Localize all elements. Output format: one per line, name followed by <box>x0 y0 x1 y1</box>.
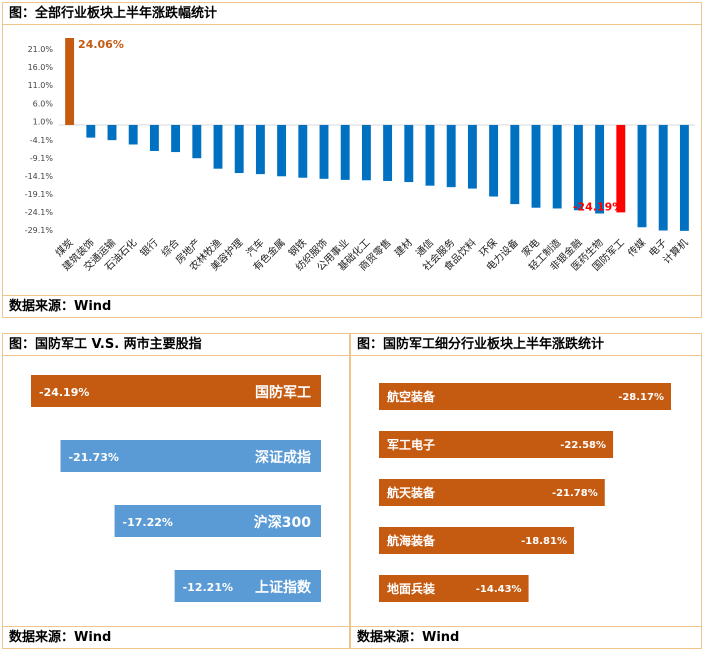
bar-有色金属 <box>277 124 287 177</box>
y-tick-label: 1.0% <box>33 117 54 126</box>
bar-航空装备 <box>379 383 671 410</box>
data-label: -18.81% <box>521 536 567 547</box>
bar-纺织服饰 <box>319 124 329 179</box>
bar-医药生物 <box>595 124 605 214</box>
y-tick-label: 21.0% <box>28 45 54 54</box>
bar-国防军工 <box>31 375 321 407</box>
bar-建筑装饰 <box>86 124 96 138</box>
bar-煤炭 <box>65 38 75 125</box>
x-category-label: 传媒 <box>625 237 648 260</box>
category-label: 军工电子 <box>387 437 435 452</box>
y-tick-label: 16.0% <box>28 63 54 72</box>
bar-钢铁 <box>298 124 308 178</box>
bar-综合 <box>171 124 181 153</box>
y-tick-label: -4.1% <box>30 136 54 145</box>
category-label: 地面兵装 <box>387 581 435 596</box>
bar-农林牧渔 <box>213 124 223 169</box>
bar-深证成指 <box>60 440 322 472</box>
data-label: -22.58% <box>560 440 606 451</box>
y-tick-label: 6.0% <box>33 99 54 108</box>
y-tick-label: -9.1% <box>30 154 54 163</box>
category-label: 深证成指 <box>255 449 311 466</box>
bar-非银金融 <box>573 124 583 211</box>
data-label: -21.73% <box>68 451 118 464</box>
category-label: 上证指数 <box>255 579 312 596</box>
bar-国防军工 <box>616 124 626 213</box>
y-tick-label: -19.1% <box>25 190 54 199</box>
data-label: -21.78% <box>552 488 598 499</box>
bar-银行 <box>149 124 159 151</box>
data-label: -14.43% <box>476 584 522 595</box>
bar-上证指数 <box>174 570 321 602</box>
category-label: 航海装备 <box>387 533 436 548</box>
industry-chart-source: 数据来源：Wind <box>3 295 701 317</box>
bar-家电 <box>531 124 541 208</box>
bar-轻工制造 <box>552 124 562 209</box>
category-label: 沪深300 <box>254 514 311 531</box>
bar-沪深300 <box>114 505 321 537</box>
category-label: 航天装备 <box>387 485 436 500</box>
bar-环保 <box>489 124 499 197</box>
bar-公用事业 <box>340 124 350 180</box>
y-tick-label: -14.1% <box>25 172 54 181</box>
industry-chart-title: 图：全部行业板块上半年涨跌幅统计 <box>3 3 701 25</box>
bar-交通运输 <box>107 124 117 141</box>
defense-subsector-chart: 航空装备 -28.17% 军工电子 -22.58% 航天装备 -21.78% 航海装备 -18… <box>379 383 671 602</box>
industry-chart-panel: 图：全部行业板块上半年涨跌幅统计 21.0% 16.0% 11.0% 6.0% 1.0%… <box>2 2 702 318</box>
bar-电子 <box>658 124 668 231</box>
category-label: 航空装备 <box>387 389 436 404</box>
bar-传媒 <box>637 124 647 228</box>
data-label: 24.06% <box>78 38 124 51</box>
bar-军工电子 <box>379 431 614 458</box>
bar-地面兵装 <box>379 575 529 602</box>
x-category-label: 银行 <box>137 236 160 259</box>
bar-食品饮料 <box>467 124 477 189</box>
defense-subsector-source: 数据来源：Wind <box>351 626 701 648</box>
bar-房地产 <box>192 124 202 159</box>
bar-航天装备 <box>379 479 605 506</box>
x-category-label: 建材 <box>392 236 415 259</box>
bar-通信 <box>425 124 435 186</box>
defense-subsector-title: 图：国防军工细分行业板块上半年涨跌统计 <box>351 334 701 356</box>
bar-商贸零售 <box>383 124 393 181</box>
y-tick-label: -24.1% <box>25 208 54 217</box>
industry-bar-chart: 21.0% 16.0% 11.0% 6.0% 1.0% -4.1% -9.1% -14.1% -… <box>25 38 695 273</box>
y-tick-label: -29.1% <box>25 226 54 235</box>
data-label: -17.22% <box>123 516 173 529</box>
bar-汽车 <box>255 124 265 175</box>
y-tick-label: 11.0% <box>28 81 54 90</box>
data-label: -24.19% <box>39 386 89 399</box>
bar-建材 <box>404 124 414 183</box>
defense-vs-index-source: 数据来源：Wind <box>3 626 349 648</box>
data-label: -28.17% <box>618 392 664 403</box>
defense-vs-index-title: 图：国防军工 V.S. 两市主要股指 <box>3 334 349 356</box>
bar-社会服务 <box>446 124 456 188</box>
data-label: -12.21% <box>183 581 233 594</box>
defense-subsector-panel: 图：国防军工细分行业板块上半年涨跌统计 航空装备 -28.17% 军工电子 -22.5… <box>350 333 702 649</box>
defense-vs-index-panel: 图：国防军工 V.S. 两市主要股指 -24.19% 国防军工 -21.73% 深证成… <box>2 333 350 649</box>
bar-航海装备 <box>379 527 574 554</box>
bar-石油石化 <box>128 124 138 145</box>
data-label: -24.19% <box>573 200 623 213</box>
bar-基础化工 <box>361 124 371 181</box>
category-label: 国防军工 <box>255 384 311 401</box>
bar-计算机 <box>679 124 689 231</box>
bar-电力设备 <box>510 124 520 205</box>
bar-美容护理 <box>234 124 244 174</box>
defense-vs-index-chart: -24.19% 国防军工 -21.73% 深证成指 -17.22% 沪深300 -12.21… <box>31 375 322 602</box>
